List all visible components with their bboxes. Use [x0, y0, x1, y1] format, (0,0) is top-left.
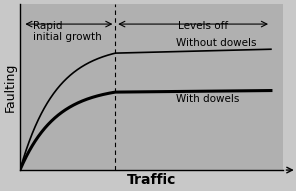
- Y-axis label: Faulting: Faulting: [4, 62, 17, 112]
- Text: Levels off: Levels off: [178, 21, 228, 31]
- Text: Without dowels: Without dowels: [176, 38, 256, 48]
- X-axis label: Traffic: Traffic: [127, 173, 176, 187]
- Text: With dowels: With dowels: [176, 94, 239, 104]
- Text: Rapid
initial growth: Rapid initial growth: [33, 21, 102, 42]
